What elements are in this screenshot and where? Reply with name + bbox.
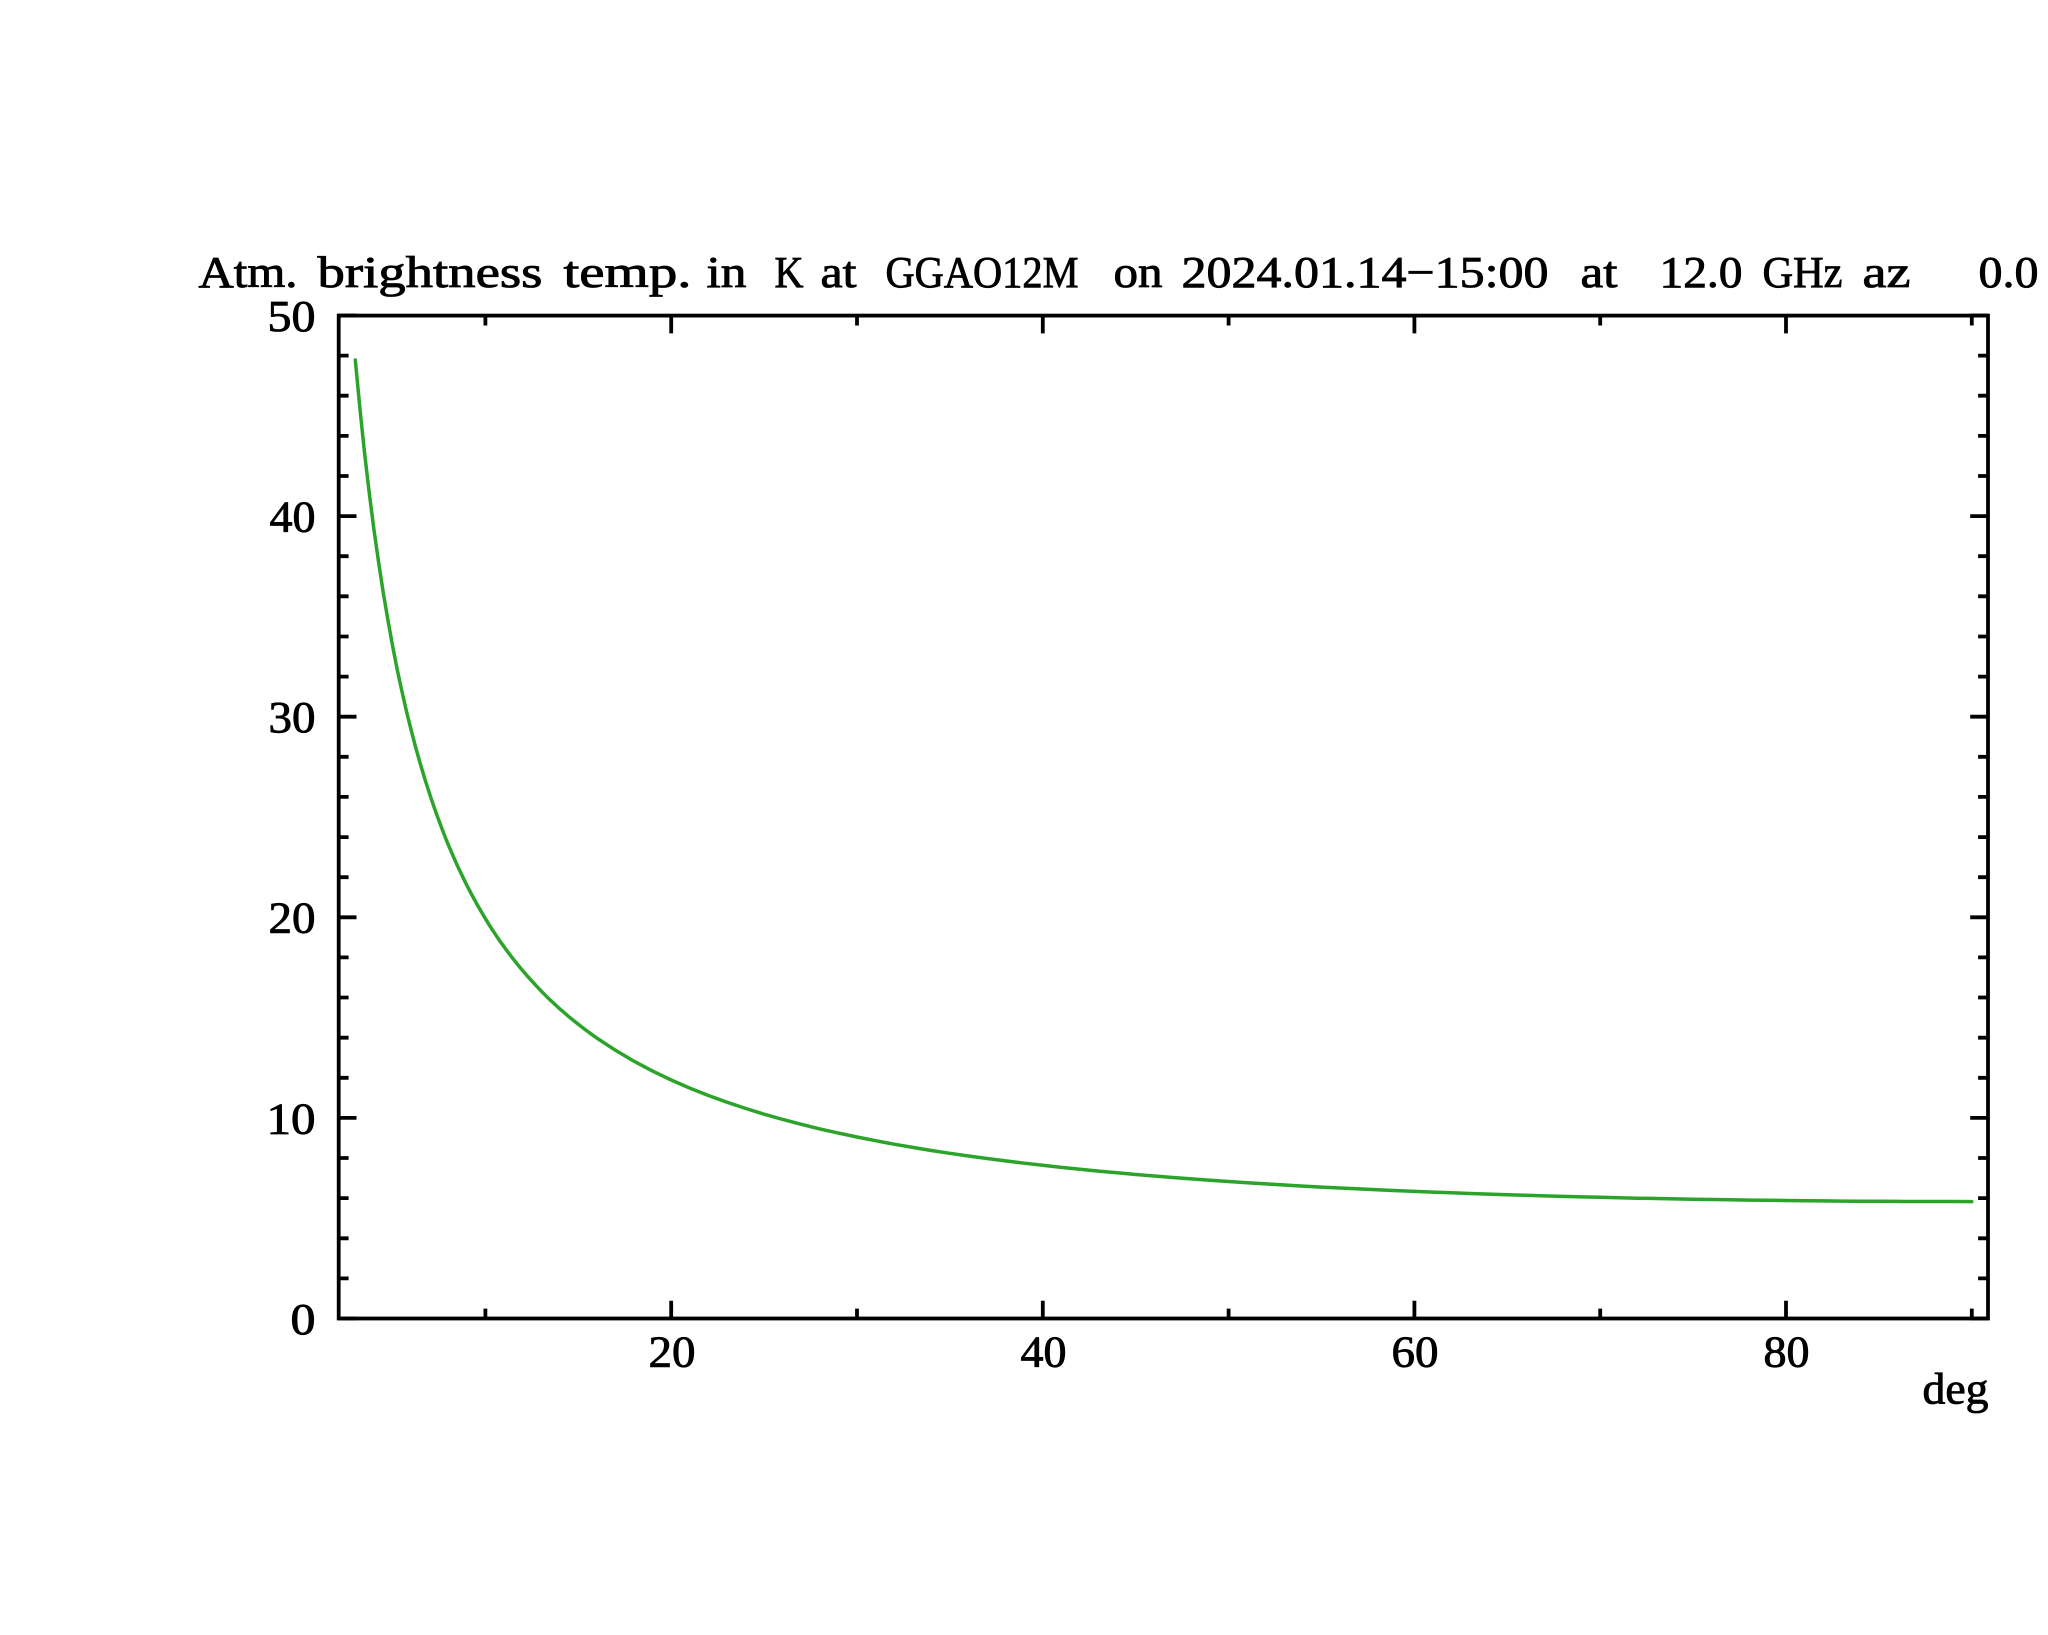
svg-text:60: 60 [1392, 1327, 1439, 1376]
svg-text:10: 10 [267, 1094, 316, 1143]
svg-text:2024.01.14−15:00: 2024.01.14−15:00 [1182, 248, 1549, 297]
svg-text:50: 50 [268, 292, 316, 341]
svg-text:80: 80 [1764, 1327, 1810, 1376]
svg-text:on: on [1114, 248, 1163, 297]
svg-text:in: in [707, 248, 747, 297]
svg-text:40: 40 [270, 493, 316, 542]
svg-text:40: 40 [1021, 1327, 1067, 1376]
svg-text:20: 20 [269, 894, 316, 943]
svg-text:0.0: 0.0 [1979, 248, 2039, 297]
svg-text:20: 20 [649, 1327, 696, 1376]
svg-text:GHz: GHz [1763, 248, 1843, 297]
svg-text:30: 30 [269, 693, 316, 742]
svg-text:deg: deg [1923, 1364, 1989, 1413]
svg-text:temp.: temp. [564, 248, 692, 297]
svg-text:az: az [1863, 248, 1911, 297]
svg-text:0: 0 [291, 1295, 316, 1344]
svg-text:12.0: 12.0 [1660, 248, 1743, 297]
svg-text:Atm.: Atm. [199, 248, 298, 297]
svg-text:at: at [1581, 248, 1618, 297]
svg-text:at: at [821, 248, 857, 297]
svg-text:GGAO12M: GGAO12M [886, 248, 1079, 297]
svg-text:brightness: brightness [318, 248, 543, 297]
svg-text:K: K [775, 248, 804, 297]
